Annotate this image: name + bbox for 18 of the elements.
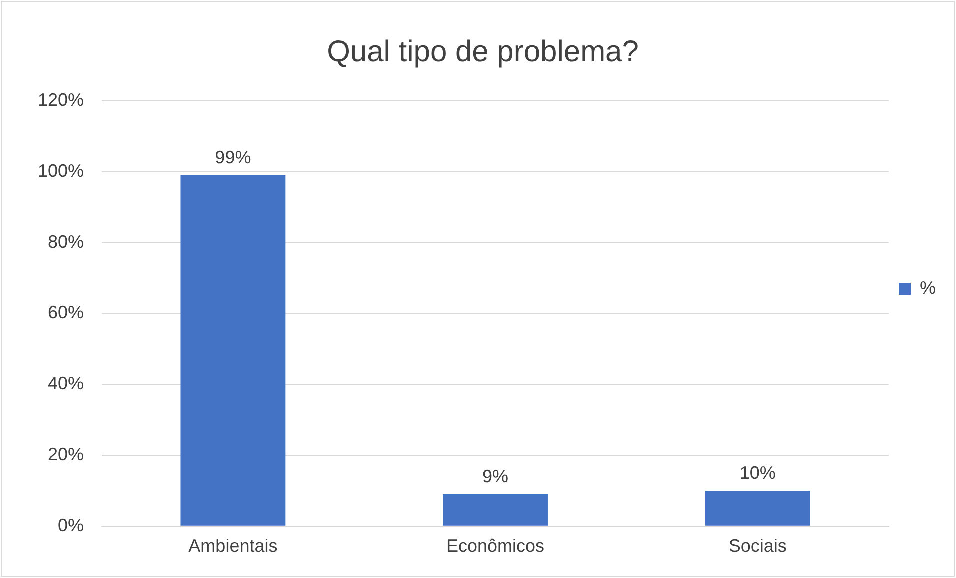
y-tick-label: 60%: [48, 302, 84, 323]
legend-label: %: [920, 278, 936, 298]
bar: [705, 490, 810, 526]
data-label: 10%: [740, 462, 776, 483]
y-tick-label: 20%: [48, 444, 84, 464]
x-tick-label: Econômicos: [446, 536, 545, 556]
bar: [443, 494, 548, 526]
x-tick-label: Sociais: [728, 536, 787, 556]
bar: [180, 175, 286, 526]
chart-title: Qual tipo de problema?: [327, 35, 639, 68]
y-tick-label: 100%: [38, 160, 84, 181]
x-tick-label: Ambientais: [188, 536, 278, 556]
data-label: 9%: [482, 466, 509, 486]
y-tick-label: 0%: [58, 515, 84, 536]
y-tick-label: 80%: [48, 232, 84, 252]
y-tick-label: 120%: [38, 90, 84, 110]
data-label: 99%: [215, 147, 252, 168]
y-tick-label: 40%: [48, 374, 84, 394]
